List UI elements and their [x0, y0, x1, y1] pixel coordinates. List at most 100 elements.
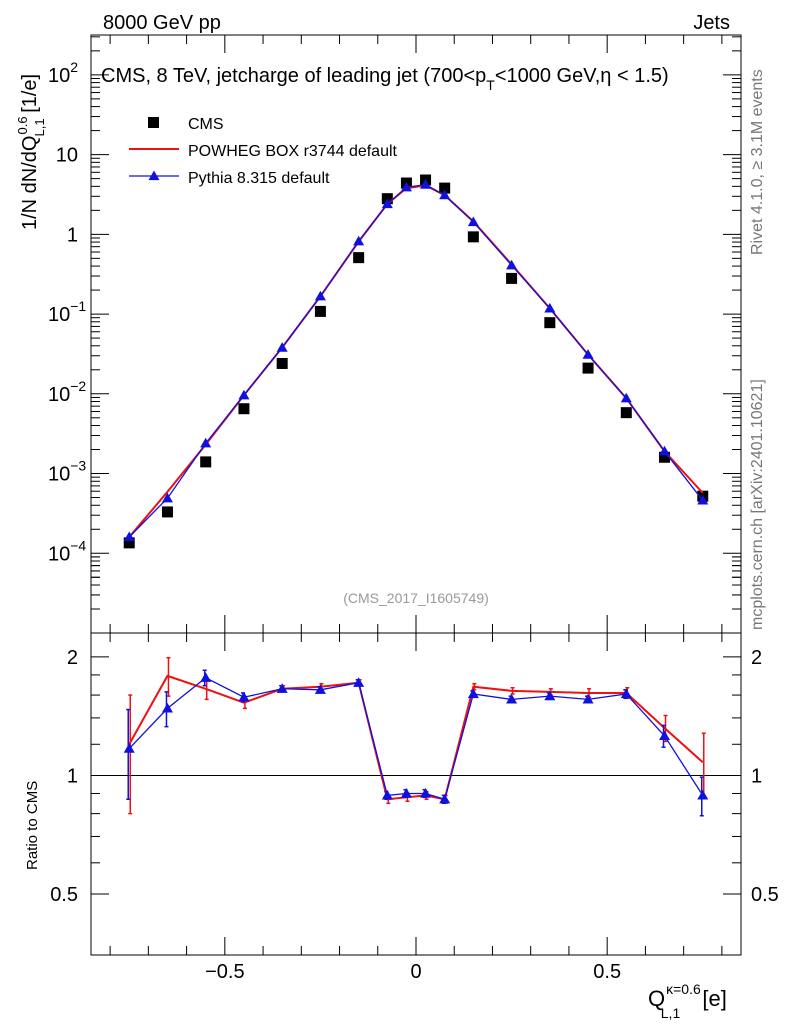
cms-data-point [620, 407, 632, 419]
pythia-ratio-marker [697, 789, 709, 800]
pythia-ratio-marker [276, 683, 288, 693]
pythia-ratio-marker [544, 690, 556, 701]
ratio-y-tick-label: 0.5 [50, 884, 78, 906]
pythia-marker [506, 259, 518, 270]
powheg-ratio-line [128, 674, 704, 801]
main-y-tick-exponent: −3 [70, 458, 86, 474]
pythia-marker [400, 181, 412, 192]
legend-cms-swatch [148, 117, 159, 128]
main-y-tick-base: 10 [48, 384, 70, 406]
main-y-label-text: 1/N dN/dQ [19, 136, 41, 230]
main-y-tick-label: 10−2 [48, 378, 86, 406]
pythia-marker [697, 494, 709, 505]
main-y-label-sub: L,1 [32, 118, 47, 136]
pythia-ratio-marker [353, 677, 365, 687]
main-y-tick-exponent: −2 [70, 378, 86, 394]
cms-data-point [439, 182, 451, 194]
pythia-ratio-marker [161, 702, 173, 713]
x-axis-label: Qκ=0.6 L,1 [e] [648, 981, 727, 1021]
main-y-tick-exponent: −1 [70, 298, 86, 314]
cms-data-point [659, 451, 671, 463]
pythia-ratio-marker [238, 691, 250, 702]
pythia-ratio-marker [200, 672, 212, 682]
cms-data-point [314, 305, 326, 317]
pythia-ratio-marker [381, 789, 393, 800]
legend-pythia-marker-swatch [148, 170, 160, 181]
main-y-tick-base: 10 [48, 543, 70, 565]
rivet-label: Rivet 4.1.0, ≥ 3.1M events [749, 69, 766, 255]
x-tick-label: 0 [410, 961, 421, 983]
ratio-y-tick-label: 1 [67, 765, 78, 787]
main-y-tick-label: 1 [67, 224, 78, 246]
x-label-tail: [e] [696, 986, 727, 1011]
cms-data-point [123, 537, 135, 549]
ratio-y-tick-label: 2 [67, 647, 78, 669]
x-label-text: Q [648, 986, 665, 1011]
pythia-marker [276, 342, 288, 352]
main-y-axis-label: 1/N dN/dQ 0.6 L,1 [1/e] [15, 74, 47, 230]
main-y-tick-label: 10 [56, 145, 78, 167]
pythia-marker [381, 198, 393, 209]
pythia-marker [238, 389, 250, 400]
cms-data-point [582, 362, 594, 374]
cms-data-point [238, 403, 250, 415]
pythia-marker [544, 302, 556, 313]
pythia-marker [314, 290, 326, 301]
main-y-tick-label: 102 [48, 59, 78, 87]
cms-data-point [200, 456, 212, 468]
x-axis: −0.5 0 0.5 [109, 35, 723, 983]
main-y-label-sup: 0.6 [15, 116, 30, 134]
chart-title-main: CMS, 8 TeV, jetcharge of leading jet (70… [101, 65, 486, 87]
main-y-tick-base: 10 [48, 304, 70, 326]
powheg-line [128, 184, 704, 538]
main-y-tick-label: 10−4 [48, 537, 86, 565]
pythia-ratio-marker [314, 684, 326, 694]
x-tick-label: −0.5 [205, 961, 244, 983]
main-y-tick-label: 10−1 [48, 298, 86, 326]
legend-label: CMS [188, 116, 224, 133]
header-left: 8000 GeV pp [103, 12, 221, 34]
main-y-label-tail: [1/e] [19, 74, 41, 118]
pythia-ratio-line [128, 677, 704, 801]
pythia-marker [123, 531, 135, 542]
x-label-sup: κ=0.6 [666, 981, 701, 997]
legend-label: POWHEG BOX r3744 default [188, 143, 398, 160]
cms-data-point [161, 506, 173, 518]
chart-title-subscript: T [486, 77, 495, 93]
pythia-ratio-marker [420, 787, 432, 798]
pythia-ratio-marker [506, 693, 518, 704]
ratio-y-tick-label-right: 1 [751, 765, 762, 787]
pythia-marker [353, 235, 365, 246]
pythia-marker [200, 437, 212, 448]
pythia-ratio-marker [439, 793, 451, 804]
cms-data-point [544, 317, 556, 329]
pythia-marker [582, 349, 594, 359]
main-y-tick-exponent: −4 [70, 537, 86, 553]
header-right: Jets [693, 12, 730, 34]
pythia-marker [620, 392, 632, 403]
pythia-line [128, 183, 704, 538]
pythia-ratio-marker [467, 688, 479, 699]
pythia-ratio-marker [400, 787, 412, 798]
legend: CMS POWHEG BOX r3744 default Pythia 8.315 … [129, 116, 398, 187]
main-y-tick-label: 10−3 [48, 458, 86, 486]
pythia-marker [439, 189, 451, 200]
main-y-tick-exponent: 2 [70, 59, 78, 75]
ratio-series-layer [123, 657, 709, 817]
pythia-marker [420, 179, 432, 189]
x-tick-label: 0.5 [593, 961, 621, 983]
mcplots-label: mcplots.cern.ch [arXiv:2401.10621] [749, 379, 766, 630]
pythia-marker [161, 492, 173, 503]
pythia-ratio-marker [582, 693, 594, 704]
x-label-sub: L,1 [661, 1005, 681, 1021]
main-series-layer [123, 174, 709, 549]
cms-data-point [467, 231, 479, 243]
cms-data-point [276, 357, 288, 369]
ratio-y-axis-label: Ratio to CMS [24, 781, 41, 870]
ratio-y-tick-label-right: 0.5 [751, 884, 779, 906]
pythia-ratio-marker [620, 688, 632, 699]
chart-title-tail: <1000 GeV,η < 1.5) [495, 65, 669, 87]
pythia-ratio-marker [659, 730, 671, 741]
